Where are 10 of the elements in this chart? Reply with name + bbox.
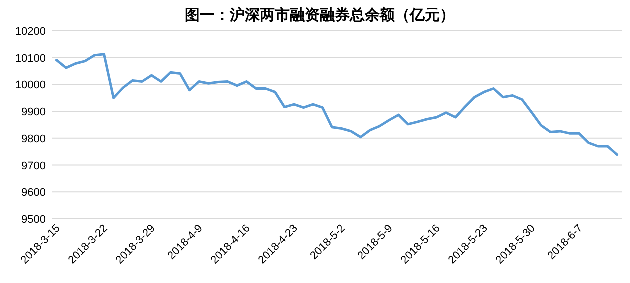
line-series	[56, 53, 618, 156]
y-tick-label: 9500	[22, 214, 46, 226]
y-tick-label: 10200	[15, 26, 46, 38]
y-tick-label: 10000	[15, 80, 46, 92]
y-tick-label: 9700	[22, 160, 46, 172]
y-tick-label: 9600	[22, 187, 46, 200]
y-tick-label: 10100	[15, 52, 46, 65]
y-tick-label: 9900	[22, 106, 46, 119]
chart-title: 图一：沪深两市融资融券总余额（亿元）	[185, 6, 455, 24]
y-tick-label: 9800	[22, 133, 46, 146]
